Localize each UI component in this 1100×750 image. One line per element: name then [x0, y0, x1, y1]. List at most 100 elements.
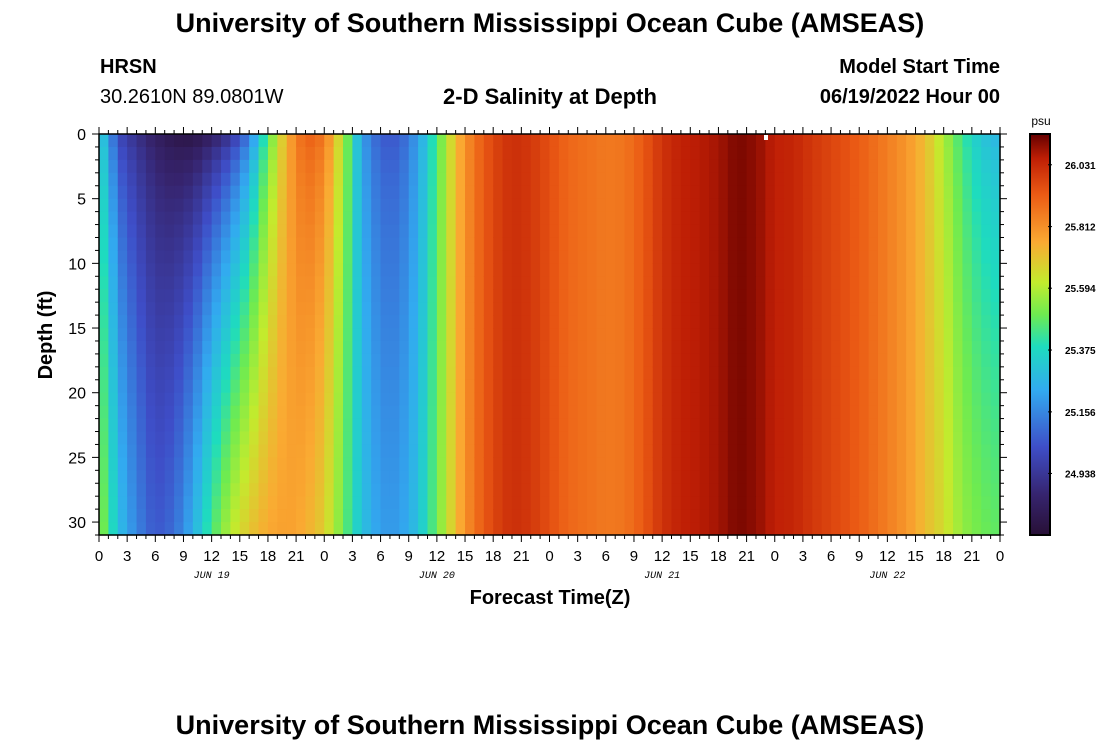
heatmap-cell [887, 237, 898, 252]
heatmap-cell [108, 418, 119, 433]
heatmap-cell [990, 392, 1001, 407]
heatmap-cell [436, 522, 447, 536]
heatmap-cell [718, 289, 729, 303]
heatmap-cell [953, 496, 964, 510]
heatmap-cell [962, 289, 973, 303]
heatmap-cell [802, 405, 813, 420]
heatmap-cell [868, 522, 879, 536]
heatmap-cell [108, 224, 119, 239]
heatmap-cell [108, 289, 119, 303]
heatmap-cell [596, 276, 607, 290]
heatmap-cell [633, 496, 644, 510]
heatmap-cell [343, 405, 354, 420]
heatmap-cell [305, 418, 316, 433]
heatmap-cell [305, 134, 316, 148]
heatmap-cell [221, 496, 231, 510]
heatmap-cell [737, 353, 748, 368]
heatmap-cell [192, 211, 203, 226]
heatmap-cell [737, 379, 748, 394]
heatmap-cell [896, 418, 907, 433]
heatmap-cell [221, 159, 231, 174]
heatmap-cell [981, 172, 992, 187]
heatmap-cell [343, 134, 354, 148]
heatmap-cell [474, 315, 485, 329]
heatmap-cell [530, 159, 541, 174]
heatmap-cell [605, 134, 616, 148]
heatmap-cell [296, 509, 307, 523]
heatmap-cell [990, 289, 1001, 303]
heatmap-cell [558, 159, 569, 174]
heatmap-cell [962, 302, 973, 316]
heatmap-cell [605, 263, 616, 277]
heatmap-cell [483, 405, 494, 420]
heatmap-cell [192, 496, 203, 510]
heatmap-cell [380, 457, 391, 471]
heatmap-cell [305, 366, 316, 381]
heatmap-cell [174, 328, 185, 342]
heatmap-cell [99, 353, 109, 368]
heatmap-cell [230, 276, 241, 290]
heatmap-cell [802, 211, 813, 226]
heatmap-cell [587, 289, 598, 303]
heatmap-cell [755, 444, 766, 458]
heatmap-cell [305, 289, 316, 303]
heatmap-cell [549, 405, 560, 420]
heatmap-cell [183, 211, 194, 226]
heatmap-cell [258, 418, 269, 433]
heatmap-cell [953, 444, 964, 458]
heatmap-cell [549, 470, 560, 484]
heatmap-cell [136, 522, 147, 536]
heatmap-cell [615, 379, 626, 394]
heatmap-cell [455, 470, 466, 484]
heatmap-cell [906, 302, 917, 316]
heatmap-cell [877, 276, 888, 290]
heatmap-cell [145, 392, 156, 407]
heatmap-cell [887, 444, 898, 458]
heatmap-cell [971, 431, 982, 446]
heatmap-cell [605, 237, 616, 252]
heatmap-cell [127, 159, 138, 174]
heatmap-cell [587, 328, 598, 342]
heatmap-cell [868, 315, 879, 329]
heatmap-cell [784, 470, 795, 484]
heatmap-cell [990, 185, 1001, 200]
heatmap-cell [812, 263, 823, 277]
heatmap-cell [587, 496, 598, 510]
heatmap-cell [521, 483, 532, 497]
heatmap-cell [699, 315, 710, 329]
heatmap-cell [380, 134, 391, 148]
heatmap-cell [906, 198, 917, 213]
heatmap-cell [483, 211, 494, 226]
heatmap-cell [755, 353, 766, 368]
heatmap-cell [577, 250, 588, 264]
heatmap-cell [380, 224, 391, 239]
heatmap-cell [239, 146, 250, 161]
heatmap-cell [755, 289, 766, 303]
heatmap-cell [680, 159, 691, 174]
heatmap-cell [314, 405, 325, 420]
heatmap-cell [990, 315, 1001, 329]
heatmap-cell [934, 328, 945, 342]
heatmap-cell [596, 250, 607, 264]
heatmap-cell [502, 483, 513, 497]
heatmap-cell [943, 431, 954, 446]
heatmap-cell [446, 263, 457, 277]
heatmap-cell [577, 366, 588, 381]
heatmap-cell [877, 172, 888, 187]
heatmap-cell [633, 134, 644, 148]
heatmap-cell [624, 211, 635, 226]
heatmap-cell [502, 457, 513, 471]
heatmap-cell [155, 366, 166, 381]
heatmap-cell [192, 172, 203, 187]
heatmap-cell [943, 405, 954, 420]
heatmap-cell [99, 263, 109, 277]
y-axis-label: Depth (ft) [35, 291, 57, 380]
heatmap-cell [831, 328, 842, 342]
heatmap-cell [821, 353, 832, 368]
heatmap-cell [671, 302, 682, 316]
heatmap-cell [662, 198, 673, 213]
heatmap-cell [849, 405, 860, 420]
heatmap-cell [221, 146, 231, 161]
heatmap-cell [737, 146, 748, 161]
heatmap-cell [774, 418, 785, 433]
